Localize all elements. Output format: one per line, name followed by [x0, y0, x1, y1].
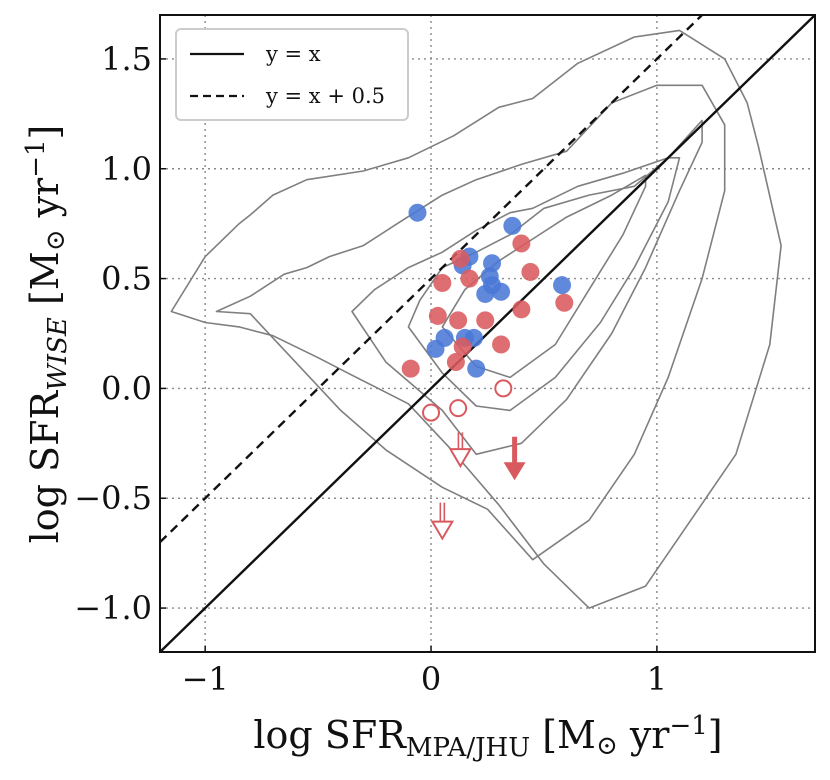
red-point [460, 269, 479, 288]
x-axis-label: log SFRMPA/JHU [M⊙ yr−1] [253, 711, 722, 763]
x-label-main: log SFR [253, 713, 407, 757]
density-contours [170, 29, 782, 609]
blue-point [426, 339, 445, 358]
contour-level-2 [215, 84, 726, 561]
red-point [512, 300, 531, 319]
y-tick-label: −0.5 [74, 479, 152, 517]
y-label-sub: WISE [43, 317, 73, 391]
red-open-point [494, 379, 513, 398]
red-point [428, 306, 447, 325]
red-open-point [422, 403, 441, 422]
axis-ticks: −1 0 1 −1.0 −0.5 0.0 0.5 1.0 1.5 [74, 40, 667, 698]
red-point [453, 337, 472, 356]
reference-lines [159, 14, 816, 653]
upper-limit-arrow-head [448, 448, 473, 469]
red-point [476, 311, 495, 330]
y-label-unit-close: ] [23, 125, 67, 140]
line-y-equals-x [159, 14, 816, 653]
blue-point [503, 216, 522, 235]
red-point [512, 234, 531, 253]
x-label-unit-open: [M [530, 713, 596, 757]
x-tick-label: −1 [182, 660, 229, 698]
blue-point [476, 284, 495, 303]
red-point [433, 273, 452, 292]
blue-point [467, 359, 486, 378]
red-point [446, 353, 465, 372]
x-label-sub: MPA/JHU [406, 733, 530, 763]
legend-label-solid: y = x [265, 42, 321, 66]
y-label-unit-mid: yr [23, 177, 67, 230]
y-tick-label: 0.0 [101, 369, 152, 407]
y-tick-label: −1.0 [74, 589, 152, 627]
contour-level-1 [170, 29, 782, 609]
plot-frame [159, 14, 816, 653]
blue-point [553, 276, 572, 295]
upper-limit-arrows [430, 432, 526, 541]
y-label-main: log SFR [23, 390, 67, 544]
upper-limit-arrow-head [430, 520, 455, 541]
red-point [492, 335, 511, 354]
red-point [401, 359, 420, 378]
y-tick-label: 1.0 [101, 150, 152, 188]
blue-point [408, 203, 427, 222]
y-label-sun: ⊙ [41, 230, 71, 252]
y-axis-label: log SFRWISE [M⊙ yr−1] [21, 125, 73, 544]
legend-label-dashed: y = x + 0.5 [265, 84, 385, 108]
blue-point [492, 282, 511, 301]
red-point [555, 293, 574, 312]
x-label-unit-close: ] [708, 713, 723, 757]
x-tick-label: 1 [647, 660, 667, 698]
x-tick-label: 0 [421, 660, 441, 698]
x-label-sup: −1 [669, 711, 707, 741]
x-label-sun: ⊙ [596, 731, 618, 761]
data-points [401, 203, 574, 422]
legend-box [175, 28, 409, 121]
contour-level-3 [351, 119, 703, 456]
red-open-point [449, 399, 468, 418]
x-label-unit-mid: yr [618, 713, 671, 757]
red-point [451, 249, 470, 268]
y-tick-label: 1.5 [101, 40, 152, 78]
y-label-unit-open: [M [23, 251, 67, 317]
line-y-equals-x-plus-0-5 [159, 14, 703, 544]
red-point [449, 311, 468, 330]
red-point [521, 262, 540, 281]
y-label-sup: −1 [21, 139, 51, 177]
y-tick-label: 0.5 [101, 260, 152, 298]
upper-limit-arrow-head [503, 462, 526, 481]
legend: y = x y = x + 0.5 [175, 28, 409, 121]
